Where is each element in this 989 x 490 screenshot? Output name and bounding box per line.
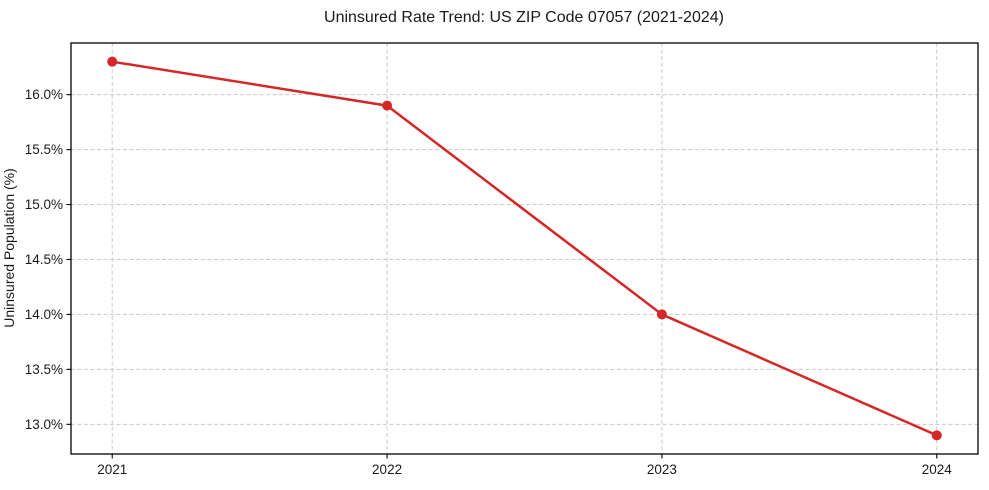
- chart-title: Uninsured Rate Trend: US ZIP Code 07057 …: [324, 9, 724, 26]
- y-tick-label: 15.0%: [25, 197, 63, 212]
- plot-border: [70, 42, 979, 455]
- y-tick-label: 13.0%: [25, 417, 63, 432]
- x-tick-label: 2023: [647, 462, 677, 477]
- y-tick-label: 15.5%: [25, 142, 63, 157]
- trend-line: [110, 60, 939, 437]
- data-point: [107, 56, 118, 67]
- y-axis-label: Uninsured Population (%): [1, 168, 17, 328]
- y-tick-label: 14.5%: [25, 252, 63, 267]
- x-tick-label: 2024: [922, 462, 953, 477]
- data-point: [656, 309, 667, 320]
- data-point: [931, 430, 942, 441]
- y-tick-label: 13.5%: [25, 362, 63, 377]
- plot-area: [71, 43, 978, 454]
- x-tick-label: 2021: [97, 462, 127, 477]
- x-tick-label: 2022: [372, 462, 402, 477]
- data-point: [382, 100, 393, 111]
- y-tick-label: 14.0%: [25, 307, 63, 322]
- y-tick-label: 16.0%: [25, 87, 63, 102]
